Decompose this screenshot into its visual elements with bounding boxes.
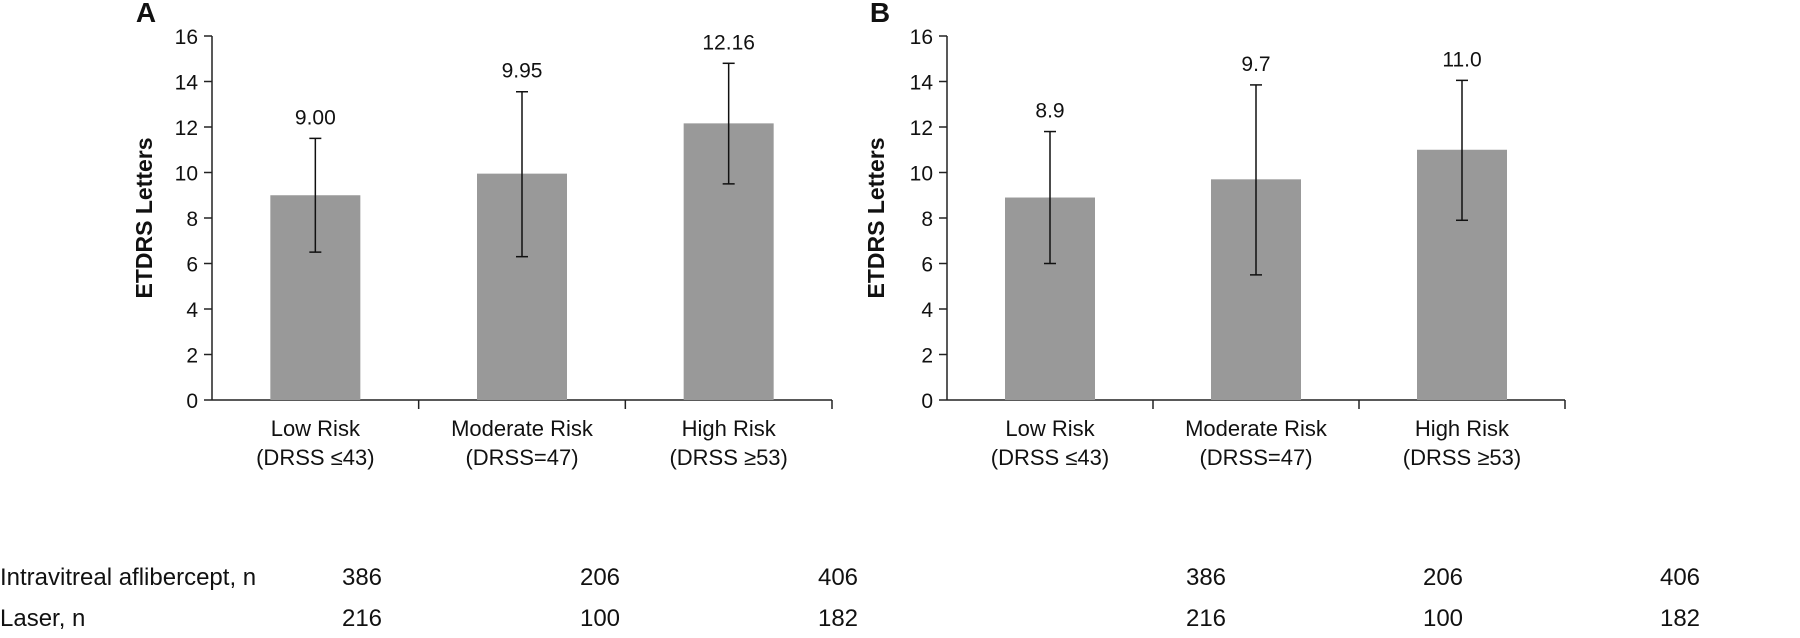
category-label: High Risk (1415, 416, 1510, 441)
y-axis-label: ETDRS Letters (863, 137, 889, 298)
y-tick-label: 12 (175, 117, 198, 140)
cell-a-high: 406 (817, 564, 859, 591)
table-row-aflibercept: Intravitreal aflibercept, n 386 206 406 … (0, 564, 1800, 594)
cell-a-low: 386 (341, 564, 383, 591)
cell-b-high: 406 (1659, 564, 1701, 591)
category-sublabel: (DRSS=47) (1199, 445, 1312, 470)
data-label: 8.9 (1035, 100, 1064, 123)
sample-size-table: Intravitreal aflibercept, n 386 206 406 … (0, 564, 1800, 638)
chart-panel-b: B ETDRS Letters 0 2 4 6 8 10 12 14 16 8.9 Low Risk (D… (863, 0, 1566, 470)
data-label: 11.0 (1442, 48, 1481, 71)
category-label: Moderate Risk (1185, 416, 1328, 441)
category-sublabel: (DRSS ≤43) (991, 445, 1109, 470)
cell-a-moderate: 100 (579, 605, 621, 632)
data-label: 9.95 (502, 60, 543, 83)
y-tick-label: 2 (921, 345, 933, 368)
chart-panel-a: A ETDRS Letters 0 2 4 6 8 10 12 14 16 9.00 Low Risk (… (131, 0, 833, 470)
y-tick-label: 14 (175, 72, 199, 95)
panel-letter: A (136, 0, 156, 28)
cell-a-high: 182 (817, 605, 859, 632)
row-label: Intravitreal aflibercept, n (0, 564, 257, 591)
category-label: Moderate Risk (451, 416, 594, 441)
y-tick-label: 12 (910, 117, 933, 140)
data-label: 12.16 (702, 31, 755, 54)
y-tick-label: 8 (186, 208, 198, 231)
category-sublabel: (DRSS ≥53) (669, 445, 787, 470)
y-tick-label: 0 (921, 390, 933, 413)
y-tick-label: 16 (175, 26, 198, 49)
cell-b-low: 386 (1185, 564, 1227, 591)
y-tick-label: 0 (186, 390, 198, 413)
cell-b-moderate: 100 (1422, 605, 1464, 632)
table-row-laser: Laser, n 216 100 182 216 100 182 (0, 605, 1800, 635)
category-sublabel: (DRSS=47) (465, 445, 578, 470)
y-tick-label: 4 (921, 299, 933, 322)
category-label: Low Risk (271, 416, 361, 441)
y-tick-label: 6 (186, 254, 198, 277)
data-label: 9.7 (1241, 53, 1270, 76)
y-tick-label: 2 (186, 345, 198, 368)
y-tick-label: 16 (910, 26, 933, 49)
cell-a-low: 216 (341, 605, 383, 632)
cell-b-moderate: 206 (1422, 564, 1464, 591)
y-tick-label: 8 (921, 208, 933, 231)
data-label: 9.00 (295, 106, 336, 129)
category-sublabel: (DRSS ≥53) (1403, 445, 1521, 470)
panel-letter: B (870, 0, 890, 28)
cell-b-low: 216 (1185, 605, 1227, 632)
y-axis-label: ETDRS Letters (131, 137, 157, 298)
category-label: High Risk (682, 416, 777, 441)
y-tick-label: 4 (186, 299, 198, 322)
cell-b-high: 182 (1659, 605, 1701, 632)
category-sublabel: (DRSS ≤43) (256, 445, 374, 470)
cell-a-moderate: 206 (579, 564, 621, 591)
y-tick-label: 10 (175, 163, 198, 186)
y-tick-label: 10 (910, 163, 933, 186)
y-tick-label: 6 (921, 254, 933, 277)
y-tick-label: 14 (910, 72, 934, 95)
row-label: Laser, n (0, 605, 86, 632)
category-label: Low Risk (1005, 416, 1095, 441)
